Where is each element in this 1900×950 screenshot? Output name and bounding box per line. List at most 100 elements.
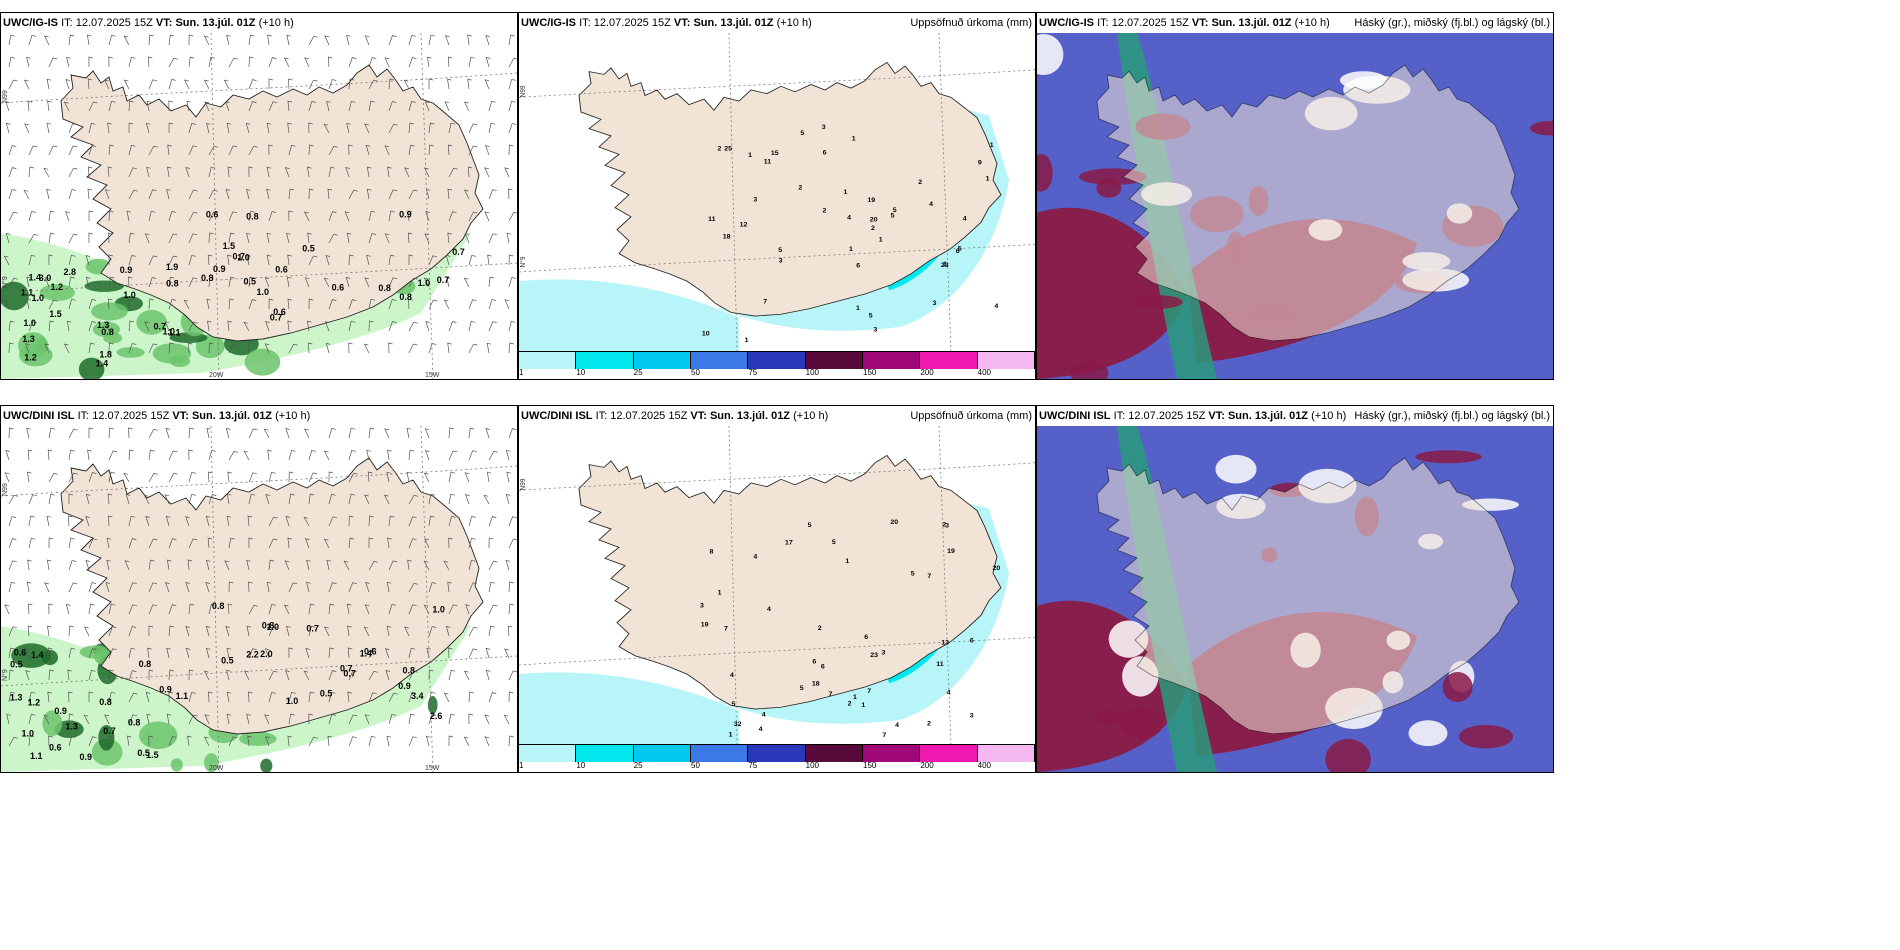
- scale-ticks: 1 10 25 50 75 100 150 200 400: [519, 368, 1035, 379]
- value-label: 4: [759, 726, 763, 733]
- scale-tick-label: 1: [519, 368, 524, 377]
- value-label: 1: [943, 261, 947, 268]
- map-area: [1037, 426, 1553, 772]
- value-label: 11: [708, 216, 716, 223]
- value-label: 1.1: [30, 751, 43, 761]
- lead-time: (+10 h): [1294, 17, 1330, 29]
- value-label: 1.1: [168, 328, 181, 338]
- it-value: 12.07.2025 15Z: [1128, 410, 1206, 422]
- value-label: 0.5: [10, 660, 23, 670]
- value-label: 0.7: [306, 623, 319, 633]
- value-label: 1.3: [97, 320, 110, 330]
- graticule: [1, 426, 517, 772]
- it-label: IT:: [579, 17, 591, 29]
- panel-title: Háský (gr.), miðský (fj.bl.) og lágský (…: [1354, 17, 1550, 29]
- value-label: 0.5: [221, 655, 234, 665]
- scale-swatch: [519, 745, 577, 762]
- value-label: 10: [702, 331, 710, 338]
- value-label: 1.0: [23, 318, 36, 328]
- value-label: 1: [748, 152, 752, 159]
- value-label: 1: [729, 732, 733, 739]
- value-label: 5: [800, 130, 804, 137]
- scale-tick-label: 400: [977, 761, 992, 770]
- value-label: 18: [723, 234, 731, 241]
- scale-tick-label: 50: [691, 368, 700, 377]
- model-name: UWC/DINI ISL: [1039, 410, 1111, 422]
- scale-tick-label: 100: [805, 761, 820, 770]
- model-name: UWC/DINI ISL: [521, 410, 593, 422]
- value-label: 7: [829, 691, 833, 698]
- value-label: 3: [933, 300, 937, 307]
- panel-header: UWC/DINI ISL IT: 12.07.2025 15Z VT: Sun.…: [519, 406, 1035, 426]
- iceland-landmass: [578, 61, 1002, 317]
- scale-tick-label: 200: [920, 368, 934, 377]
- graticule: [519, 426, 1035, 744]
- value-label: 1.9: [166, 262, 179, 272]
- lead-time: (+10 h): [258, 17, 294, 29]
- model-name: UWC/DINI ISL: [3, 410, 75, 422]
- panel-header: UWC/IG-IS IT: 12.07.2025 15Z VT: Sun. 13…: [1037, 13, 1553, 33]
- vt-value: Sun. 13.júl. 01Z: [175, 17, 256, 29]
- value-label: 6: [956, 248, 960, 255]
- value-label: 1.8: [99, 349, 112, 359]
- value-labels: 1.01.31.11.41.51.91.81.3 0.70.81.01.21.10…: [21, 210, 465, 369]
- value-label: 3: [945, 522, 949, 529]
- value-label: 2.6: [430, 711, 443, 721]
- lon-label: 15W: [425, 765, 440, 772]
- scale-tick-label: 200: [920, 761, 934, 770]
- value-label: 3: [753, 197, 757, 204]
- value-label: 32: [734, 721, 742, 728]
- it-value: 12.07.2025 15Z: [610, 410, 688, 422]
- value-label: 0.6: [332, 282, 345, 292]
- value-label: 7: [882, 732, 886, 739]
- scale-swatch: [576, 352, 634, 369]
- value-label: 3: [700, 603, 704, 610]
- vt-label: VT:: [1208, 410, 1225, 422]
- value-label: 4: [963, 216, 967, 223]
- value-label: 0.8: [99, 697, 112, 707]
- scale-tick-label: 10: [576, 368, 586, 377]
- map-panel-dini-precip: UWC/DINI ISL IT: 12.07.2025 15Z VT: Sun.…: [518, 405, 1036, 773]
- lon-label: 20W: [209, 372, 224, 379]
- value-label: 11: [764, 159, 772, 166]
- value-label: 1: [986, 176, 990, 183]
- value-label: 4: [847, 215, 851, 222]
- value-label: 1.0: [123, 290, 136, 300]
- lat-label: N99: [2, 483, 9, 496]
- value-label: 0.6: [273, 307, 286, 317]
- value-label: 0.7: [154, 321, 167, 331]
- value-label: 1.4: [360, 649, 373, 659]
- scale-swatch: [920, 745, 978, 762]
- value-label: 1: [718, 590, 722, 597]
- value-label: 9: [978, 160, 982, 167]
- value-labels: 1.3 1.1 0.5 0.8 0.9 0.8 1.3 1.1 1.2 1.5 0.9 0.7 0.6 0…: [10, 601, 445, 762]
- value-label: 6: [821, 664, 825, 671]
- value-label: 5: [869, 312, 873, 319]
- model-name: UWC/IG-IS: [3, 17, 58, 29]
- value-label: 20: [890, 519, 898, 526]
- value-label: 1: [852, 136, 856, 143]
- lead-time: (+10 h): [776, 17, 812, 29]
- value-label: 0.8: [262, 621, 275, 631]
- value-label: 4: [762, 712, 766, 719]
- it-label: IT:: [1097, 17, 1109, 29]
- value-label: 2: [848, 701, 852, 708]
- value-label: 0.8: [128, 717, 141, 727]
- value-label: 4: [994, 303, 998, 310]
- map-svg: [1037, 426, 1553, 772]
- vt-value: Sun. 13.júl. 01Z: [1227, 410, 1309, 422]
- value-label: 1.0: [22, 729, 35, 739]
- value-label: 2.8: [64, 267, 77, 277]
- lat-label: N99: [2, 90, 9, 103]
- map-area: 5 1 1 2 7 1 4 3 4 4 3 3 5 2 6 6 11 7 7 8 4 6 4 4 3 2 2 5 6 7 17 13 18 19 3…: [519, 426, 1035, 744]
- it-value: 12.07.2025 15Z: [75, 17, 153, 29]
- map-svg: 1.3 1.1 0.5 0.8 0.9 0.8 1.3 1.1 1.2 1.5 0.9 0.7 0.6 0…: [1, 426, 517, 772]
- value-label: 0.6: [14, 648, 27, 658]
- value-label: 7: [867, 688, 871, 695]
- value-label: 20: [870, 217, 878, 224]
- value-label: 0.5: [244, 277, 257, 287]
- value-label: 0.7: [452, 247, 465, 257]
- value-label: 3.0: [39, 273, 52, 283]
- vt-label: VT:: [673, 17, 691, 29]
- map-svg: [1037, 33, 1553, 379]
